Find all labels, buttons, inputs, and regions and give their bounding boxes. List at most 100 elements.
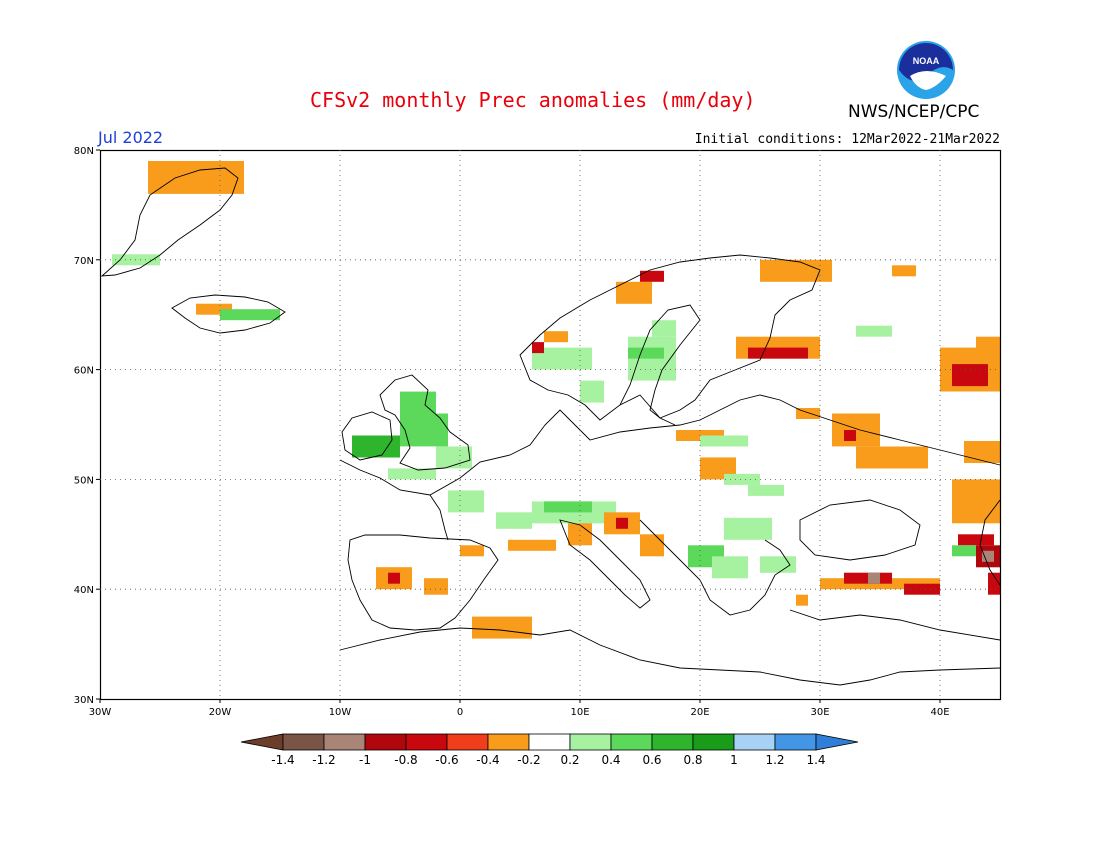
colorbar-swatch xyxy=(282,733,325,751)
anomaly-cell xyxy=(544,501,592,513)
anomaly-cell xyxy=(424,578,448,595)
anomaly-cell xyxy=(724,473,760,485)
lat-tick-label: 80N xyxy=(74,146,94,157)
colorbar-label: 1 xyxy=(730,753,738,767)
colorbar-swatch xyxy=(528,733,571,751)
anomaly-cell xyxy=(508,539,556,551)
colorbar-swatch xyxy=(733,733,776,751)
lon-tick-label: 40E xyxy=(930,707,949,718)
colorbar-label: 0.2 xyxy=(560,753,579,767)
anomaly-cell xyxy=(532,347,592,370)
anomaly-cell xyxy=(760,556,796,573)
anomaly-cell xyxy=(472,616,532,639)
anomaly-cell xyxy=(892,265,916,277)
anomaly-cell xyxy=(196,303,232,315)
anomaly-cell xyxy=(958,534,994,546)
anomaly-cell xyxy=(760,259,832,282)
colorbar-label: 0.6 xyxy=(642,753,661,767)
lon-tick-label: 30E xyxy=(810,707,829,718)
lat-tick-label: 50N xyxy=(74,475,94,486)
anomaly-cell xyxy=(844,430,856,441)
colorbar-label: 0.4 xyxy=(601,753,620,767)
colorbar-label: 0.8 xyxy=(683,753,702,767)
anomaly-cell xyxy=(700,435,748,447)
anomaly-cell xyxy=(460,545,484,557)
anomaly-cell xyxy=(640,534,664,557)
anomaly-cell xyxy=(952,479,1000,524)
graticule xyxy=(100,150,1000,699)
anomaly-cell xyxy=(352,435,400,458)
anomaly-cell xyxy=(640,270,664,282)
lon-tick-label: 0 xyxy=(457,707,463,718)
forecast-month: Jul 2022 xyxy=(98,128,164,147)
colorbar-label: -1 xyxy=(359,753,371,767)
colorbar: -1.4 -1.2 -1 -0.8 -0.6 -0.4 -0.2 0.2 0.4 0.6 0.8 1 1… xyxy=(240,733,859,767)
lon-tick-label: 30W xyxy=(89,707,112,718)
anomaly-cell xyxy=(496,512,532,529)
colorbar-high-arrow xyxy=(815,733,859,751)
colorbar-swatch xyxy=(692,733,735,751)
coastline-outline xyxy=(100,167,1001,686)
noaa-logo: NOAA xyxy=(897,41,955,99)
lat-tick-label: 30N xyxy=(74,695,94,706)
lat-tick-label: 40N xyxy=(74,585,94,596)
initial-conditions: Initial conditions: 12Mar2022-21Mar2022 xyxy=(694,132,1000,147)
anomaly-cell xyxy=(982,550,994,562)
colorbar-label: -0.6 xyxy=(435,753,458,767)
axis-ticks: 30W 20W 10W 0 10E 20E 30E 40E 80N 70N 60N 50N 40N 30N xyxy=(74,146,950,718)
colorbar-label: 1.2 xyxy=(765,753,784,767)
colorbar-label: -0.8 xyxy=(394,753,417,767)
lon-tick-label: 10E xyxy=(570,707,589,718)
anomaly-cell xyxy=(220,309,280,321)
anomaly-cell xyxy=(544,331,568,343)
colorbar-swatch xyxy=(651,733,694,751)
agency-label: NWS/NCEP/CPC xyxy=(848,102,980,122)
anomaly-cell xyxy=(856,446,928,469)
anomaly-cell xyxy=(388,468,436,480)
colorbar-swatch xyxy=(405,733,448,751)
anomaly-cell xyxy=(568,523,592,546)
anomaly-cell xyxy=(436,446,472,469)
anomaly-cell xyxy=(868,572,880,584)
colorbar-swatch xyxy=(487,733,530,751)
anomaly-cell xyxy=(796,594,808,606)
colorbar-swatch xyxy=(774,733,817,751)
anomaly-cell xyxy=(712,556,748,579)
anomaly-cell xyxy=(388,572,400,584)
anomaly-cell xyxy=(724,517,772,540)
anomaly-cell xyxy=(904,583,940,595)
map-frame xyxy=(99,149,1002,701)
anomaly-cell xyxy=(748,347,808,359)
lat-tick-label: 70N xyxy=(74,256,94,267)
anomaly-cell xyxy=(616,517,628,529)
colorbar-swatch xyxy=(323,733,366,751)
anomaly-cell xyxy=(964,441,1000,463)
colorbar-label: -1.2 xyxy=(312,753,335,767)
anomaly-cell xyxy=(532,342,544,354)
anomaly-cell xyxy=(652,320,676,337)
anomaly-cell xyxy=(748,484,784,496)
colorbar-swatch xyxy=(610,733,653,751)
anomaly-cell xyxy=(952,545,976,557)
anomaly-cell xyxy=(856,325,892,337)
anomaly-cell xyxy=(580,380,604,403)
colorbar-low-arrow xyxy=(240,733,284,751)
lat-tick-label: 60N xyxy=(74,366,94,377)
colorbar-label: -0.4 xyxy=(476,753,499,767)
anomaly-cell xyxy=(976,336,1000,359)
lon-tick-label: 10W xyxy=(329,707,352,718)
lon-tick-label: 20E xyxy=(690,707,709,718)
anomaly-cell xyxy=(448,490,484,513)
colorbar-swatch xyxy=(446,733,489,751)
colorbar-swatch xyxy=(364,733,407,751)
anomaly-cell xyxy=(796,408,820,419)
noaa-logo-text: NOAA xyxy=(913,56,940,66)
anomaly-cell xyxy=(616,281,652,304)
anomaly-cell xyxy=(832,413,880,447)
colorbar-label: -1.4 xyxy=(271,753,294,767)
anomaly-cell xyxy=(628,336,676,381)
anomaly-cell xyxy=(952,364,988,387)
lon-tick-label: 20W xyxy=(209,707,232,718)
anomaly-cell xyxy=(148,161,244,194)
